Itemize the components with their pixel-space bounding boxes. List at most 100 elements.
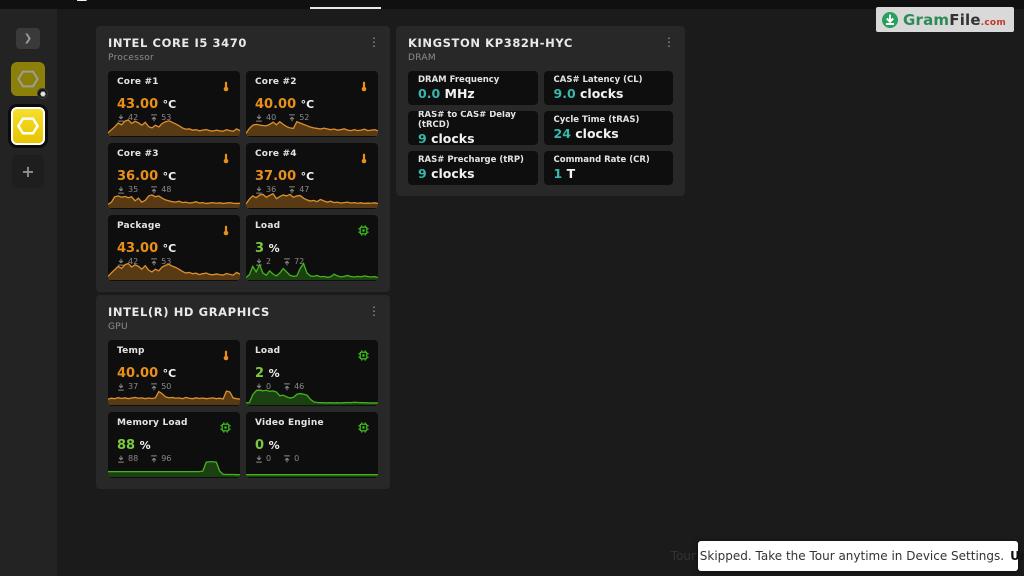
- kebab-menu-icon[interactable]: ⋮: [368, 304, 380, 318]
- sensor-sparkline: [246, 182, 378, 208]
- nzxt-logo-icon: [74, 0, 91, 7]
- stat-value: 1 T: [553, 166, 576, 181]
- sensor-min: 2: [255, 257, 271, 266]
- min-icon: [118, 383, 124, 391]
- tab-home[interactable]: Home: [170, 0, 204, 9]
- chip-icon: [358, 418, 369, 437]
- chip-icon: [220, 418, 231, 437]
- min-icon: [118, 455, 124, 463]
- sensor-label: Load: [255, 221, 281, 231]
- sensor-value: 88 %: [117, 438, 151, 453]
- sensor-value: 43.00 °C: [117, 241, 177, 256]
- max-icon: [289, 185, 296, 193]
- max-icon: [151, 454, 158, 462]
- stat-tile-ras-precharge-trp-[interactable]: RAS# Precharge (tRP) 9 clocks: [408, 151, 538, 185]
- toast-undo-button[interactable]: Undo: [1010, 549, 1024, 563]
- sensor-min: 42: [117, 257, 138, 266]
- toast-notification: Tour Skipped. Take the Tour anytime in D…: [671, 541, 1024, 571]
- pause-icon[interactable]: [838, 0, 848, 3]
- sensor-label: Core #2: [255, 77, 297, 87]
- kebab-menu-icon[interactable]: ⋮: [663, 35, 675, 49]
- sensor-label: Memory Load: [117, 418, 188, 428]
- thermometer-icon: [221, 77, 231, 96]
- card-cpu: INTEL CORE I5 3470 Processor ⋮ Core #1 43…: [96, 26, 390, 292]
- thermometer-icon: [221, 221, 231, 240]
- sensor-value: 3 %: [255, 241, 280, 256]
- sensor-min: 40: [255, 113, 276, 122]
- min-icon: [118, 114, 124, 122]
- sensor-label: Package: [117, 221, 161, 231]
- card-dram: KINGSTON KP382H-HYC DRAM ⋮ DRAM Frequenc…: [396, 26, 685, 196]
- sensor-min: 0: [255, 382, 271, 391]
- stat-value: 9 clocks: [418, 166, 475, 181]
- sensor-tile-core-4[interactable]: Core #4 37.00 °C 36 47: [246, 143, 378, 209]
- stat-tile-dram-frequency[interactable]: DRAM Frequency 0.0 MHz: [408, 71, 538, 105]
- sensor-sparkline: [246, 451, 378, 477]
- sensor-sparkline: [108, 451, 240, 477]
- sensor-value: 2 %: [255, 366, 280, 381]
- sensor-value: 40.00 °C: [117, 366, 177, 381]
- download-icon: [882, 11, 898, 28]
- tab-dashboard[interactable]: Dashboard: [310, 0, 381, 9]
- stat-label: DRAM Frequency: [418, 75, 500, 85]
- help-icon[interactable]: ?: [906, 0, 918, 3]
- popout-icon[interactable]: [986, 0, 997, 3]
- sensor-tile-load[interactable]: Load 3 % 2 72: [246, 215, 378, 281]
- stat-label: Command Rate (CR): [553, 155, 650, 165]
- sensor-min: 37: [117, 382, 138, 391]
- gramfile-watermark: GramFile.com: [876, 7, 1014, 32]
- stat-tile-cycle-time-tras-[interactable]: Cycle Time (tRAS) 24 clocks: [543, 111, 673, 145]
- card-subtitle: GPU: [108, 322, 128, 332]
- sensor-tile-temp[interactable]: Temp 40.00 °C 37 50: [108, 340, 240, 406]
- sensor-sparkline: [246, 254, 378, 280]
- sidebar-device-active[interactable]: [11, 107, 45, 145]
- sensor-sparkline: [246, 110, 378, 136]
- sensor-tile-core-2[interactable]: Core #2 40.00 °C 40 52: [246, 71, 378, 137]
- sidebar: ❯ +: [0, 9, 57, 576]
- sensor-value: 43.00 °C: [117, 97, 177, 112]
- min-icon: [256, 114, 262, 122]
- stat-label: RAS# Precharge (tRP): [418, 155, 524, 165]
- add-device-button[interactable]: +: [12, 155, 44, 188]
- sensor-tile-core-3[interactable]: Core #3 36.00 °C 35 48: [108, 143, 240, 209]
- stat-value: 24 clocks: [553, 126, 619, 141]
- sidebar-device-dim[interactable]: [11, 62, 48, 99]
- sensor-tile-memory-load[interactable]: Memory Load 88 % 88 96: [108, 412, 240, 478]
- max-icon: [284, 257, 290, 265]
- sensor-max: 96: [150, 454, 171, 463]
- sidebar-expand-button[interactable]: ❯: [16, 28, 40, 49]
- max-icon: [151, 185, 158, 193]
- toast-message: Tour Skipped. Take the Tour anytime in D…: [670, 549, 1005, 563]
- stat-value: 9.0 clocks: [553, 86, 624, 101]
- stat-value: 9 clocks: [418, 131, 475, 145]
- min-icon: [256, 186, 262, 194]
- thermometer-icon: [359, 149, 369, 168]
- sensor-min: 42: [117, 113, 138, 122]
- stat-tile-cas-latency-cl-[interactable]: CAS# Latency (CL) 9.0 clocks: [543, 71, 673, 105]
- sensor-tile-load[interactable]: Load 2 % 0 46: [246, 340, 378, 406]
- stat-tile-command-rate-cr-[interactable]: Command Rate (CR) 1 T: [543, 151, 673, 185]
- card-subtitle: DRAM: [408, 53, 436, 63]
- close-icon[interactable]: [1008, 0, 1019, 3]
- card-title: INTEL CORE I5 3470: [108, 36, 247, 50]
- stat-label: Cycle Time (tRAS): [553, 115, 640, 125]
- sensor-sparkline: [108, 182, 240, 208]
- kebab-menu-icon[interactable]: ⋮: [368, 35, 380, 49]
- stat-label: CAS# Latency (CL): [553, 75, 643, 85]
- sensor-tile-video-engine[interactable]: Video Engine 0 % 0 0: [246, 412, 378, 478]
- sensor-max: 72: [283, 257, 304, 266]
- sensor-min: 35: [117, 185, 138, 194]
- chip-icon: [358, 221, 369, 240]
- sensor-label: Temp: [117, 346, 145, 356]
- sensor-max: 48: [150, 185, 171, 194]
- settings-icon[interactable]: [936, 0, 948, 3]
- min-icon: [118, 186, 124, 194]
- stat-label: RAS# to CAS# Delay (tRCD): [418, 111, 516, 130]
- stat-tile-ras-to-cas-delay-trcd-[interactable]: RAS# to CAS# Delay (tRCD) 9 clocks: [408, 111, 538, 145]
- sensor-tile-core-1[interactable]: Core #1 43.00 °C 42 53: [108, 71, 240, 137]
- bell-icon[interactable]: [876, 0, 888, 3]
- max-icon: [151, 257, 158, 265]
- sensor-tile-package[interactable]: Package 43.00 °C 42 53: [108, 215, 240, 281]
- sensor-label: Core #1: [117, 77, 159, 87]
